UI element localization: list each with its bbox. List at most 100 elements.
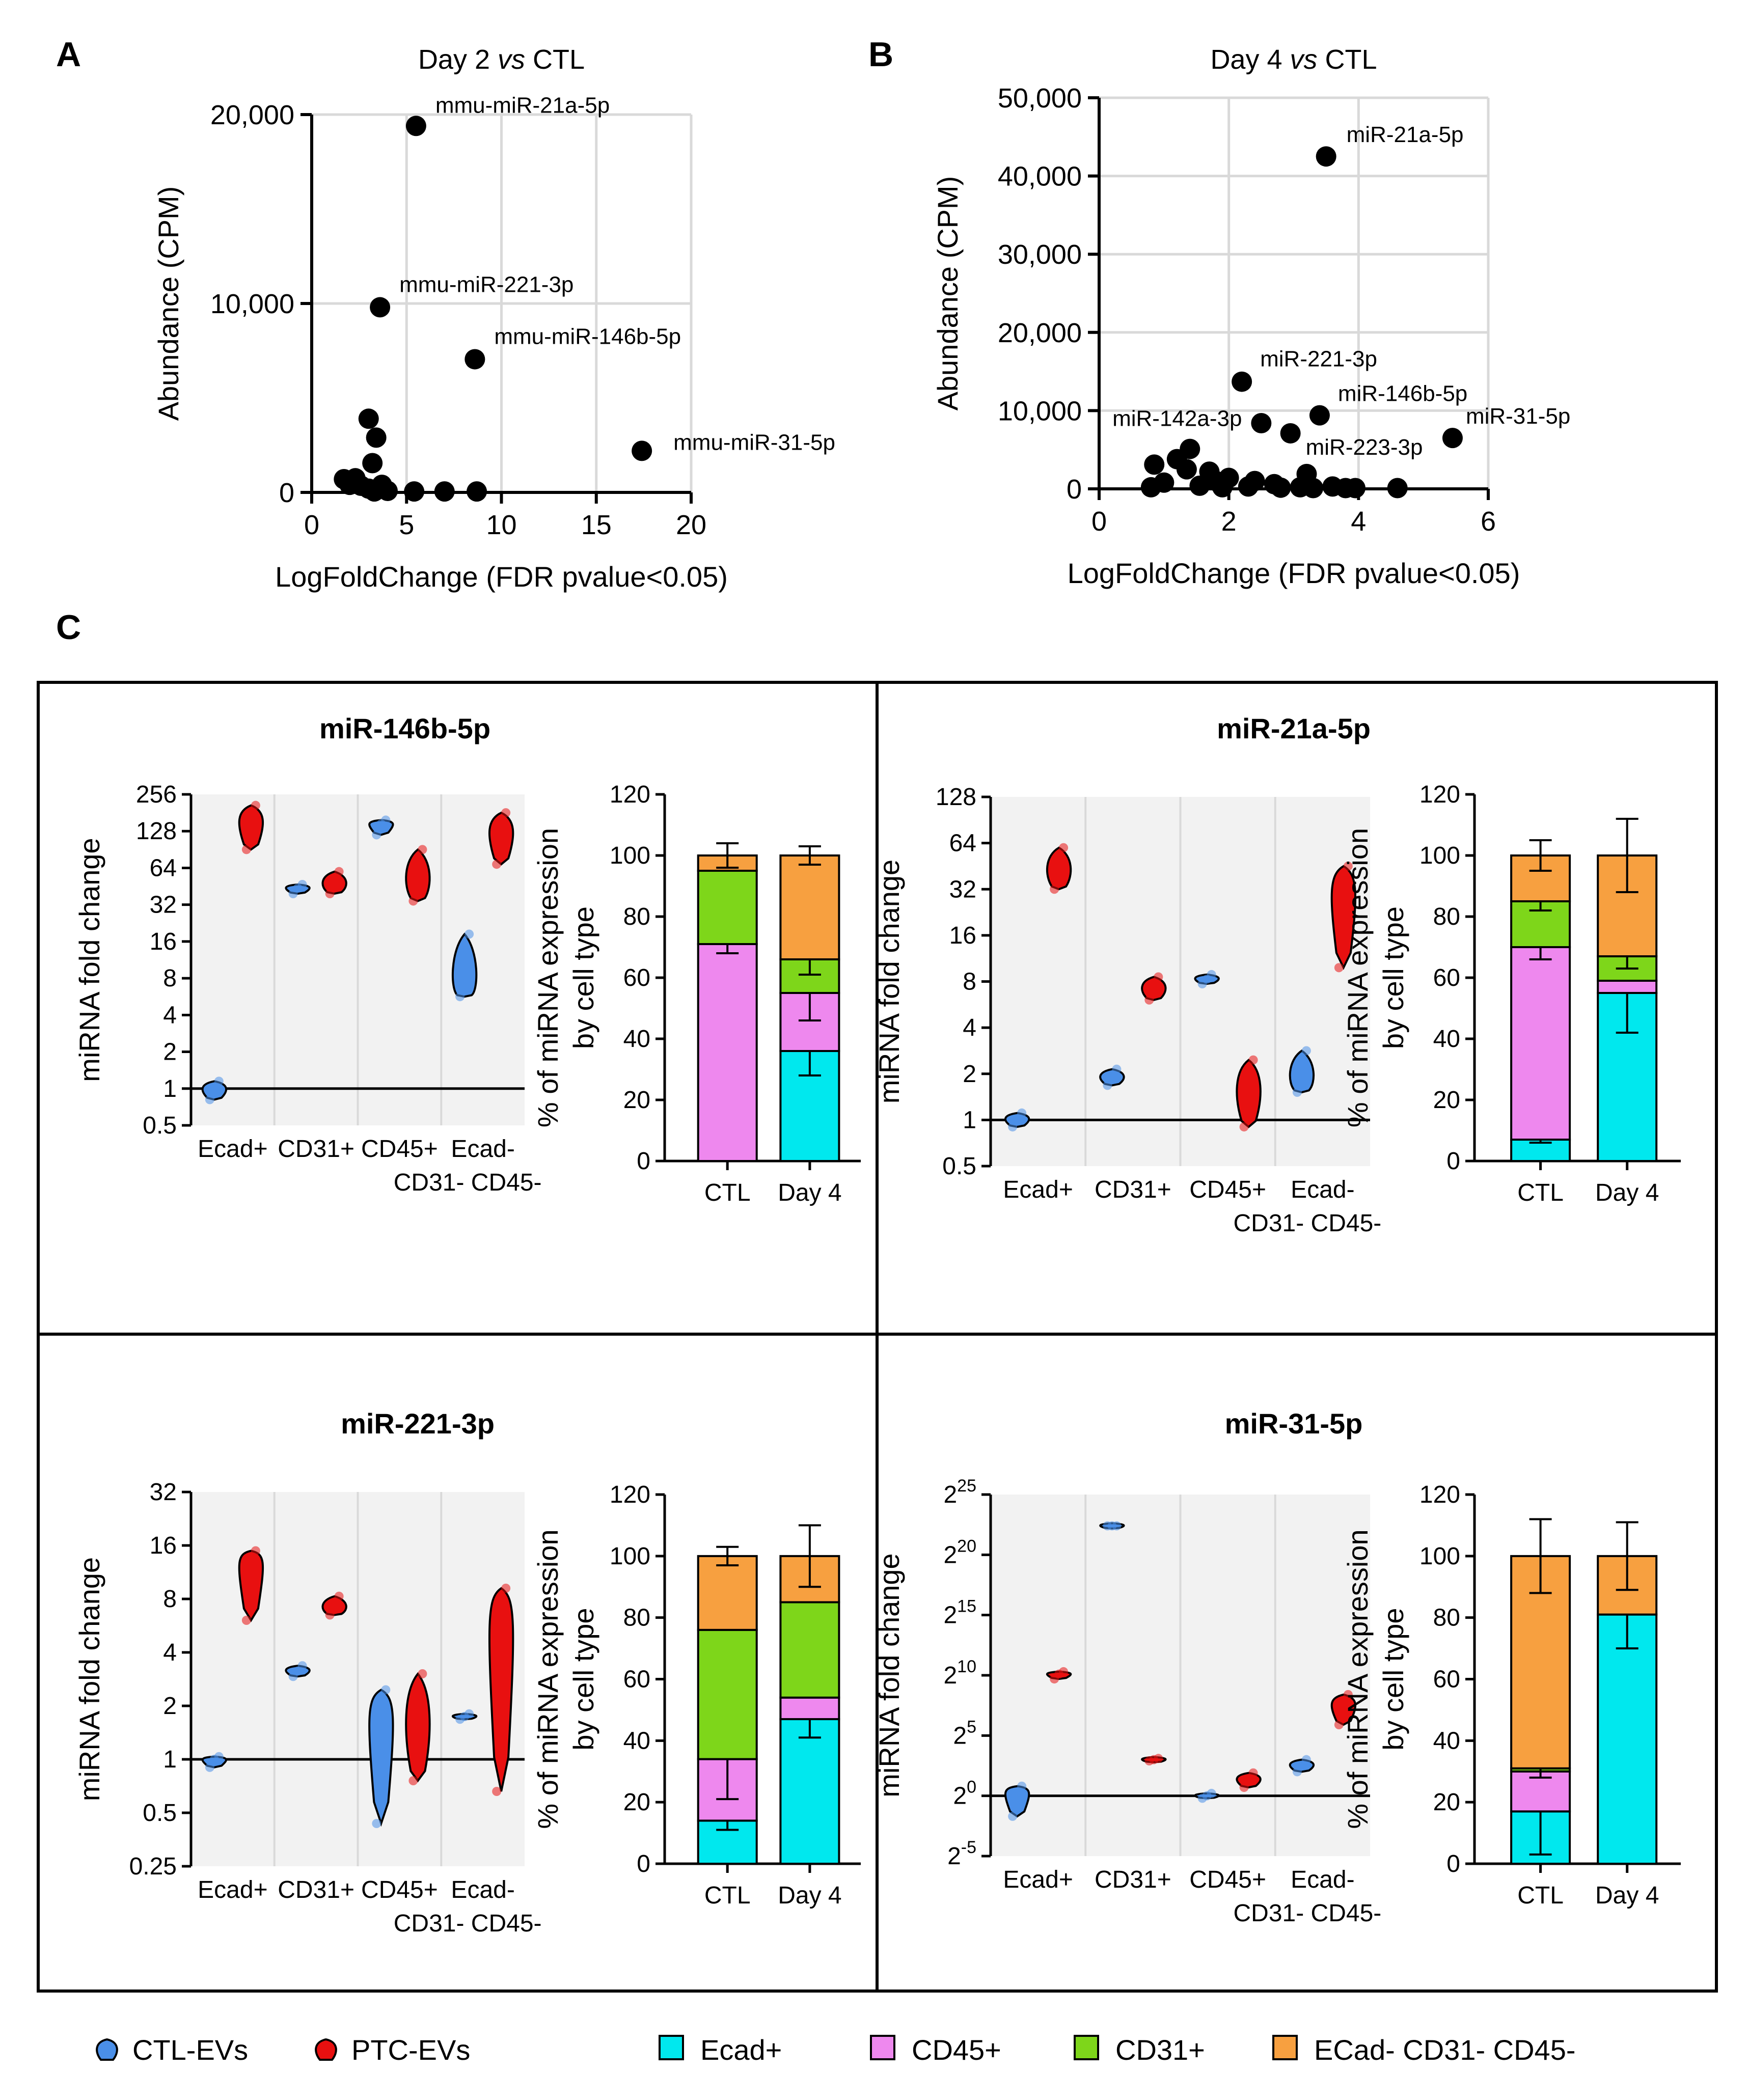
violin-point xyxy=(246,1557,256,1566)
violin-point xyxy=(1292,1088,1302,1097)
violin-point xyxy=(1144,995,1154,1005)
chart-title: miR-21a-5p xyxy=(1217,712,1371,744)
violin-point xyxy=(465,1709,474,1719)
stacked-bar-chart: 0 20 40 60 80 100 120 CTL Day 4 % of miRNA expres… xyxy=(532,781,861,1206)
data-point xyxy=(404,481,425,502)
x-axis-label: LogFoldChange (FDR pvalue<0.05) xyxy=(1068,557,1520,589)
violin-point xyxy=(492,1787,502,1796)
y-tick-label: 80 xyxy=(1433,903,1460,930)
violin-point xyxy=(408,1776,418,1785)
y-axis-label-line2: by cell type xyxy=(1377,1608,1409,1750)
y-tick-label: 20 xyxy=(623,1087,650,1114)
violin-point xyxy=(1112,1064,1122,1074)
tick-exponent: 25 xyxy=(957,1476,976,1496)
violin-point xyxy=(1301,1755,1311,1764)
point-label: miR-146b-5p xyxy=(1338,381,1467,406)
data-point xyxy=(1232,371,1252,392)
scatter-chart-b: 0 2 4 6 0 10,000 20,000 30,000 40,000 50,000 Day 4… xyxy=(932,44,1570,589)
x-tick-label: 6 xyxy=(1481,506,1496,537)
violin-point xyxy=(209,1086,219,1095)
title-part: CTL xyxy=(525,44,585,75)
violin-point xyxy=(297,879,307,889)
y-tick-label: 0 xyxy=(1446,1148,1460,1175)
violin-point xyxy=(372,1819,381,1828)
category-label-second-line: CD31- CD45- xyxy=(394,1169,542,1196)
y-tick-label: 120 xyxy=(1419,781,1460,808)
y-tick-label: 4 xyxy=(163,1639,177,1666)
y-axis-label: miRNA fold change xyxy=(73,838,105,1082)
violin-point xyxy=(1017,1108,1027,1118)
panel-letter-b: B xyxy=(868,35,893,74)
point-label: mmu-miR-21a-5p xyxy=(435,93,610,118)
bar-segment-cd31 xyxy=(779,1601,840,1699)
bar-segment-neg xyxy=(1597,854,1658,957)
violin-point xyxy=(1339,1701,1348,1710)
violin-point xyxy=(1103,1081,1112,1090)
y-tick-label: 20 xyxy=(1433,1789,1460,1816)
point-label: miR-31-5p xyxy=(1466,404,1570,429)
category-label: CD45+ xyxy=(361,1136,438,1163)
tick-exponent: -5 xyxy=(961,1838,976,1857)
y-tick-label: 210 xyxy=(943,1657,976,1689)
y-tick-label: 20 xyxy=(1433,1087,1460,1114)
y-tick-label: 40 xyxy=(1433,1026,1460,1053)
stacked-bar-chart: 0 20 40 60 80 100 120 CTL Day 4 % of miRNA expres… xyxy=(532,1481,861,1909)
tick-base: 2 xyxy=(943,1602,957,1629)
y-tick-label: 10,000 xyxy=(210,289,294,319)
chart-title: Day 2 vs CTL xyxy=(418,44,585,75)
violin-point xyxy=(214,1752,224,1761)
x-tick-label: 0 xyxy=(1091,506,1107,537)
stacked-bar-chart: 0 20 40 60 80 100 120 CTL Day 4 % of miRNA expres… xyxy=(1342,1481,1681,1909)
data-point xyxy=(467,481,487,502)
y-axis-label-line1: % of miRNA expression xyxy=(1342,828,1374,1127)
violin-point xyxy=(1154,972,1163,982)
data-point xyxy=(1189,475,1210,496)
category-label-second-line: CD31- CD45- xyxy=(394,1910,542,1937)
category-label: Ecad- xyxy=(1291,1176,1354,1203)
category-label: CD45+ xyxy=(361,1876,438,1903)
data-point xyxy=(1206,471,1226,491)
violin-point xyxy=(1207,970,1216,979)
y-tick-label: 225 xyxy=(943,1476,976,1508)
category-label-second-line: CD31- CD45- xyxy=(1234,1210,1382,1237)
y-tick-label: 60 xyxy=(623,1666,650,1693)
y-tick-label: 1 xyxy=(163,1075,177,1102)
violin-point xyxy=(381,815,391,825)
category-label: Ecad+ xyxy=(1003,1866,1073,1893)
x-tick-label: 0 xyxy=(304,510,319,540)
y-tick-label: 8 xyxy=(163,1586,177,1613)
y-tick-label: 30,000 xyxy=(998,239,1082,270)
y-tick-label: 120 xyxy=(1419,1481,1460,1508)
y-tick-label: 25 xyxy=(953,1717,976,1749)
y-tick-label: 80 xyxy=(623,903,650,930)
data-point xyxy=(632,440,652,461)
violin-point xyxy=(1050,885,1059,894)
data-point xyxy=(358,408,379,429)
y-tick-label: 2 xyxy=(163,1693,177,1720)
data-point xyxy=(1316,146,1336,167)
tick-exponent: 10 xyxy=(957,1657,976,1676)
violin-point xyxy=(214,1076,224,1086)
violin-point xyxy=(465,929,474,939)
violin-point xyxy=(330,881,339,891)
tick-base: 2 xyxy=(943,1541,957,1568)
violin-point xyxy=(205,1095,214,1104)
violin-ptc-evs xyxy=(1330,865,1357,970)
x-tick-label: Day 4 xyxy=(1595,1179,1659,1206)
point-label: mmu-miR-221-3p xyxy=(399,272,573,297)
bar-segment-cd45 xyxy=(1597,980,1658,994)
chart-title: miR-146b-5p xyxy=(319,712,490,744)
bar-segment-cd31 xyxy=(697,1628,758,1760)
y-tick-label: 40,000 xyxy=(998,161,1082,192)
y-tick-label: 32 xyxy=(949,876,976,903)
category-label-second-line: CD31- CD45- xyxy=(1234,1900,1382,1927)
y-axis-label: Abundance (CPM) xyxy=(932,176,964,411)
category-label: CD45+ xyxy=(1189,1866,1266,1893)
violin-point xyxy=(297,1661,307,1671)
category-label: CD31+ xyxy=(1095,1866,1171,1893)
y-tick-label: 32 xyxy=(150,892,177,919)
data-point xyxy=(465,349,485,370)
y-tick-label: 100 xyxy=(610,842,650,869)
violin-point xyxy=(1107,1073,1117,1083)
